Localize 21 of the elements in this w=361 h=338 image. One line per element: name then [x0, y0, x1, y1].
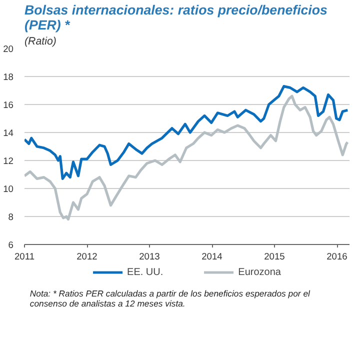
y-tick-label: 14	[3, 128, 14, 138]
y-tick-label: 8	[8, 212, 14, 222]
x-tick-label: 2014	[202, 252, 222, 262]
x-tick-label: 2016	[326, 252, 348, 262]
x-tick-label: 2015	[264, 252, 285, 262]
line-series	[24, 94, 349, 221]
y-tick-label: 20	[3, 44, 14, 54]
y-tick-label: 6	[8, 240, 14, 250]
chart-title: Bolsas internacionales: ratios precio/beneficios (PER) *	[24, 2, 328, 32]
legend-label: EE. UU.	[127, 266, 164, 278]
y-tick-label: 16	[3, 100, 14, 110]
x-tick-label: 2013	[139, 252, 160, 262]
x-tick-label: 2011	[14, 252, 35, 262]
legend-label: Eurozona	[238, 266, 281, 278]
chart-subtitle: (Ratio)	[24, 36, 56, 48]
y-tick-label: 10	[3, 184, 14, 194]
y-tick-label: 18	[3, 72, 14, 82]
line-series	[24, 85, 349, 180]
x-tick-label: 2012	[76, 252, 98, 262]
text: Nota: * Ratios PER calculadas a partir de los beneficios esperados por el consenso de analistas a 12 meses vista.	[30, 288, 312, 308]
y-tick-label: 12	[3, 156, 14, 166]
